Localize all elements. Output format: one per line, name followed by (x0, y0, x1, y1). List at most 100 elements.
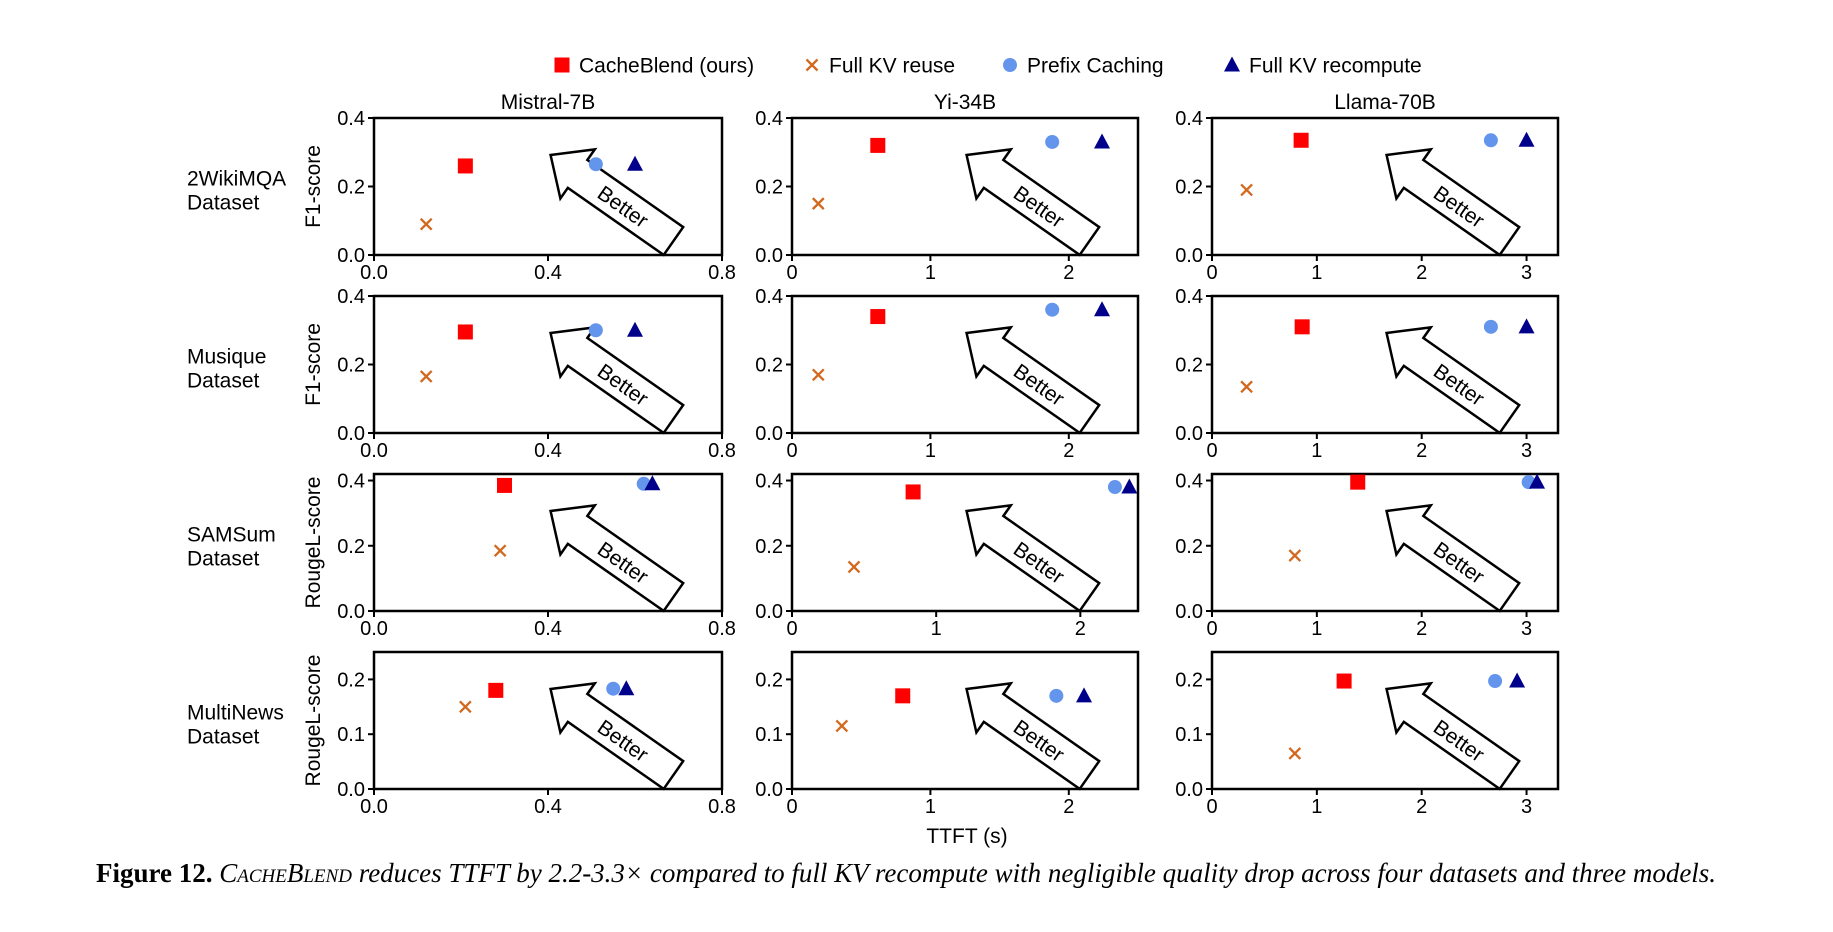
point-full-kv-recompute (627, 155, 643, 171)
y-tick-label: 0.2 (1175, 355, 1203, 377)
x-tick-label: 3 (1521, 262, 1532, 284)
x-tick-label: 0 (1206, 440, 1217, 462)
y-tick-label: 0.2 (755, 536, 783, 558)
panel-musique-yi-34b: 0 1 2 0.0 0.2 0.4 Better (755, 286, 1140, 462)
y-tick-label: 0.4 (337, 108, 365, 130)
y-axis-label: RougeL-score (302, 655, 325, 787)
dataset-label-name: 2WikiMQA (187, 168, 286, 191)
point-prefix-caching (1045, 302, 1060, 317)
x-tick-label: 2 (1063, 440, 1074, 462)
x-tick-label: 0 (1206, 796, 1217, 818)
legend-marker-cacheblend-ours (554, 57, 570, 73)
better-arrow: Better (1385, 503, 1521, 613)
x-tick-label: 1 (931, 618, 942, 640)
y-tick-label: 0.4 (1175, 471, 1203, 493)
point-full-kv-recompute (1094, 133, 1111, 149)
y-tick-label: 0.2 (1175, 536, 1203, 558)
panel-2wikimqa-mistral-7b: 0.0 0.4 0.8 0.0 0.2 0.4 Better Mistral-7B F1-sco… (187, 91, 736, 284)
point-full-kv-recompute (1529, 473, 1546, 489)
legend-marker-prefix-caching (1003, 58, 1017, 72)
plot-frame (1210, 650, 1560, 791)
point-full-kv-reuse (1240, 183, 1253, 197)
panel-2wikimqa-yi-34b: 0 1 2 0.0 0.2 0.4 Better Yi-34B (755, 91, 1140, 284)
y-tick-label: 0.0 (337, 601, 365, 623)
plot-frame (790, 650, 1140, 791)
point-cacheblend-ours (488, 682, 504, 698)
point-prefix-caching (1107, 480, 1122, 495)
figure-caption: Figure 12. CacheBlend reduces TTFT by 2.… (96, 855, 1776, 892)
y-tick-label: 0.0 (337, 245, 365, 267)
y-tick-label: 0.0 (755, 245, 783, 267)
x-tick-label: 0 (786, 440, 797, 462)
y-axis-label: F1-score (302, 145, 325, 228)
point-prefix-caching (588, 157, 603, 172)
x-tick-label: 0.4 (534, 796, 562, 818)
dataset-label-name: SAMSum (187, 524, 276, 547)
point-full-kv-reuse (459, 700, 472, 714)
point-prefix-caching (1483, 133, 1498, 148)
point-full-kv-reuse (493, 544, 507, 557)
y-tick-label: 0.0 (755, 779, 783, 801)
y-tick-label: 0.4 (1175, 286, 1203, 308)
point-cacheblend-ours (497, 477, 512, 493)
point-full-kv-recompute (1121, 478, 1138, 494)
point-cacheblend-ours (457, 324, 473, 340)
y-tick-label: 0.2 (337, 536, 365, 558)
better-arrow: Better (965, 681, 1101, 791)
point-full-kv-recompute (627, 321, 643, 337)
legend-label-cacheblend-ours: CacheBlend (ours) (579, 55, 754, 78)
plot-frame (1210, 472, 1560, 613)
point-cacheblend-ours (1350, 474, 1366, 490)
x-axis-label: TTFT (s) (926, 825, 1007, 848)
x-tick-label: 3 (1521, 618, 1532, 640)
x-tick-label: 2 (1063, 262, 1074, 284)
dataset-label-suffix: Dataset (187, 726, 260, 749)
plot-frame (790, 472, 1140, 613)
dataset-label-suffix: Dataset (187, 548, 260, 571)
y-tick-label: 0.0 (1175, 779, 1203, 801)
better-arrow: Better (965, 325, 1101, 435)
y-tick-label: 0.4 (337, 471, 365, 493)
x-tick-label: 2 (1075, 618, 1086, 640)
panel-multinews-mistral-7b: 0.0 0.4 0.80.00.10.2BetterRougeL-scoreMult… (187, 650, 736, 818)
point-full-kv-recompute (1518, 318, 1535, 334)
x-tick-label: 0.8 (708, 796, 736, 818)
x-tick-label: 0 (786, 262, 797, 284)
better-arrow: Better (549, 503, 685, 613)
x-tick-label: 3 (1521, 440, 1532, 462)
point-full-kv-recompute (1076, 687, 1093, 703)
legend-label-full-kv-recompute: Full KV recompute (1249, 55, 1422, 78)
better-arrow: Better (1385, 325, 1521, 435)
point-full-kv-reuse (835, 719, 849, 733)
point-prefix-caching (1483, 319, 1498, 334)
point-cacheblend-ours (1293, 132, 1309, 148)
x-tick-label: 1 (1311, 618, 1322, 640)
caption-method-name: CacheBlend (219, 858, 352, 888)
x-tick-label: 1 (925, 262, 936, 284)
point-prefix-caching (1045, 134, 1060, 149)
y-axis-label: RougeL-score (302, 477, 325, 609)
dataset-label-name: Musique (187, 346, 266, 369)
panel-samsum-llama-70b: 0 1 2 3 0.0 0.2 0.4 Better (1175, 471, 1560, 640)
point-full-kv-reuse (811, 197, 825, 210)
x-tick-label: 2 (1063, 796, 1074, 818)
y-tick-label: 0.0 (1175, 423, 1203, 445)
legend-label-full-kv-reuse: Full KV reuse (829, 55, 955, 78)
legend-marker-full-kv-recompute (1224, 56, 1240, 72)
y-tick-label: 0.4 (337, 286, 365, 308)
point-prefix-caching (606, 681, 621, 696)
y-tick-label: 0.0 (337, 779, 365, 801)
y-tick-label: 0.2 (1175, 177, 1203, 199)
model-title: Yi-34B (934, 91, 996, 114)
point-cacheblend-ours (870, 309, 886, 325)
y-tick-label: 0.4 (1175, 108, 1203, 130)
model-title: Llama-70B (1334, 91, 1436, 114)
point-full-kv-reuse (419, 217, 433, 231)
point-cacheblend-ours (905, 484, 921, 500)
legend-marker-full-kv-reuse (805, 58, 819, 72)
y-tick-label: 0.0 (337, 423, 365, 445)
x-tick-label: 1 (925, 796, 936, 818)
point-prefix-caching (1488, 674, 1503, 689)
point-full-kv-reuse (847, 560, 861, 574)
legend-label-prefix-caching: Prefix Caching (1027, 55, 1164, 78)
